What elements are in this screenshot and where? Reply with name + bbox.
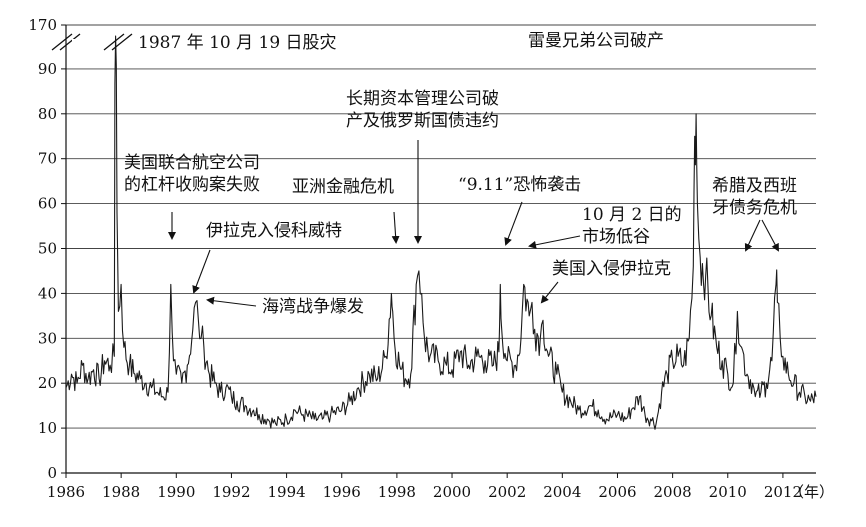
x-tick-label: 1988 <box>102 483 140 501</box>
x-tick-label: 2012 <box>764 483 802 501</box>
x-tick-label: 2002 <box>488 483 526 501</box>
y-tick-label: 170 <box>28 16 57 34</box>
annotation-label: 1987 年 10 月 19 日股灾 <box>138 33 337 53</box>
annotation-arrow <box>540 281 559 304</box>
annotation-label: 亚洲金融危机 <box>292 177 394 197</box>
annotation-label: 美国入侵伊拉克 <box>552 259 671 279</box>
x-tick-label: 1990 <box>157 483 195 501</box>
x-axis-unit-label: （年） <box>789 483 834 501</box>
series <box>65 35 817 430</box>
x-tick-label: 1996 <box>323 483 361 501</box>
axis-break-slash <box>51 33 73 51</box>
tick-labels: 0 10 20 30 40 50 60 70 80 90 170 1986 1988 1990 1992 19… <box>28 16 802 501</box>
x-tick-label: 1986 <box>47 483 85 501</box>
annotation-label: 海湾战争爆发 <box>262 297 364 317</box>
annotation-arrow <box>528 235 581 249</box>
annotation-label: 长期资本管理公司破 <box>346 89 499 109</box>
annotation-arrow <box>391 211 400 244</box>
axis-break-slash <box>59 33 81 51</box>
annotation-arrow <box>761 219 779 252</box>
x-tick-label: 2000 <box>433 483 471 501</box>
annotation-label: 市场低谷 <box>582 227 650 247</box>
annotation-label: 希腊及西班 <box>712 176 797 196</box>
annotation-label: 雷曼兄弟公司破产 <box>528 31 664 51</box>
x-tick-label: 2004 <box>543 483 581 501</box>
y-tick-label: 0 <box>47 464 57 482</box>
x-tick-label: 2006 <box>598 483 636 501</box>
x-tick-label: 1998 <box>378 483 416 501</box>
y-tick-label: 80 <box>38 105 57 123</box>
y-tick-label: 50 <box>38 240 57 258</box>
x-tick-label: 1992 <box>212 483 250 501</box>
annotation-label: 美国联合航空公司 <box>124 153 260 173</box>
y-tick-label: 40 <box>38 284 57 302</box>
annotation-label: 10 月 2 日的 <box>582 205 682 225</box>
axis-break-gap <box>72 39 104 45</box>
gridlines <box>66 24 816 429</box>
vix-series-line <box>65 35 817 430</box>
annotations: 1987 年 10 月 19 日股灾美国联合航空公司的杠杆收购案失败伊拉克入侵科… <box>124 31 797 317</box>
y-tick-label: 60 <box>38 195 57 213</box>
y-tick-label: 20 <box>38 374 57 392</box>
x-tick-label: 2010 <box>709 483 747 501</box>
annotation-label: 牙债务危机 <box>712 198 797 218</box>
axes <box>61 24 816 478</box>
annotation-label: 伊拉克入侵科威特 <box>206 221 342 241</box>
axis-break-slash <box>103 33 125 51</box>
x-tick-label: 1994 <box>267 483 305 501</box>
annotation-label: “9.11”恐怖袭击 <box>458 175 581 195</box>
y-tick-label: 70 <box>38 150 57 168</box>
annotation-arrow <box>192 249 211 294</box>
axis-break-slash <box>111 33 133 51</box>
x-tick-label: 2008 <box>654 483 692 501</box>
annotation-arrow <box>504 201 523 246</box>
annotation-arrow <box>744 219 761 252</box>
annotation-arrow <box>206 296 257 307</box>
y-tick-label: 30 <box>38 329 57 347</box>
y-tick-label: 90 <box>38 60 57 78</box>
axis-break-marks <box>51 33 133 51</box>
annotation-label: 的杠杆收购案失败 <box>124 175 260 195</box>
y-tick-label: 10 <box>38 419 57 437</box>
annotation-label: 产及俄罗斯国债违约 <box>346 111 499 131</box>
